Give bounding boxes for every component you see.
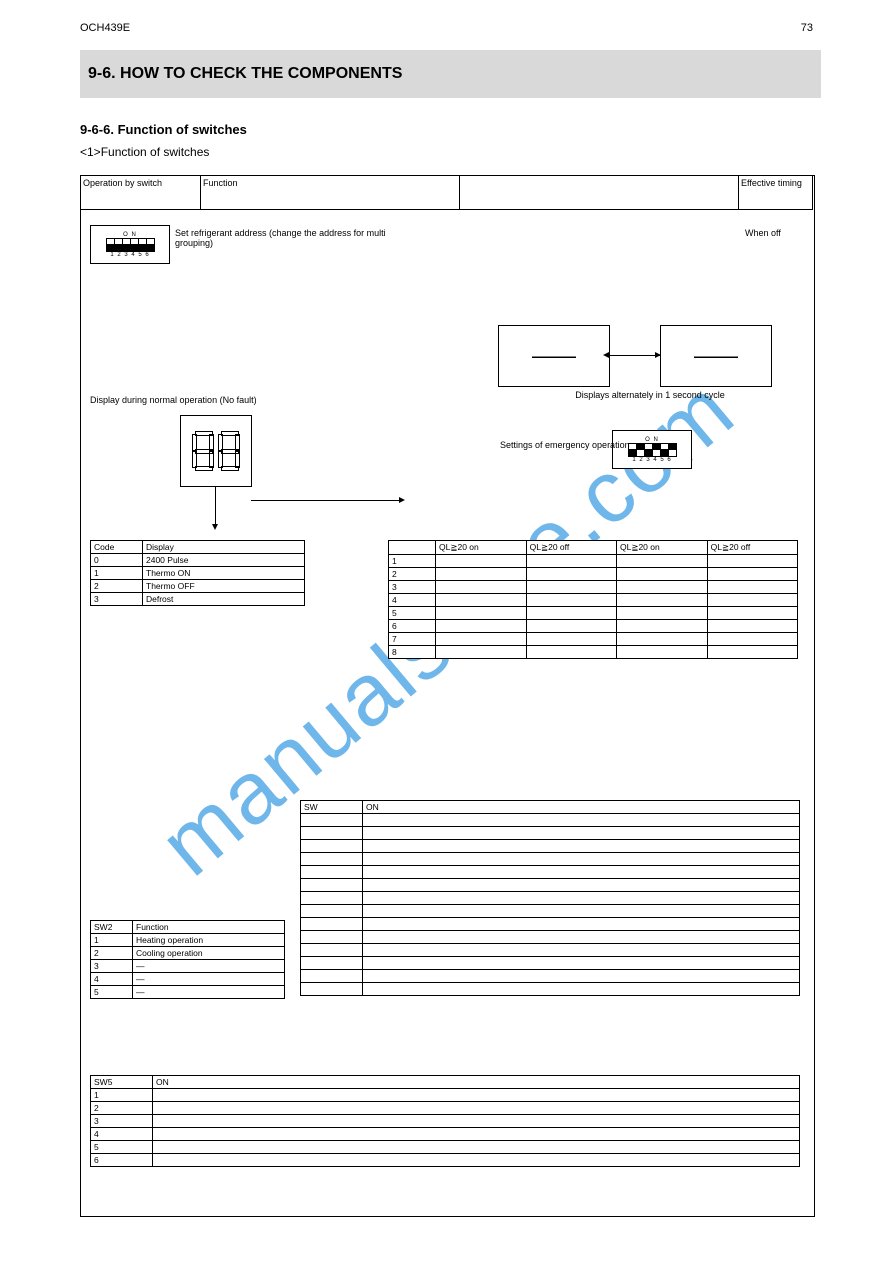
seg-caption: Display during normal operation (No faul… xyxy=(90,395,270,405)
section-header-bar: 9-6. HOW TO CHECK THE COMPONENTS xyxy=(80,50,821,98)
subheading-1: 9-6-6. Function of switches xyxy=(80,122,247,137)
bt-r: 5 xyxy=(91,1141,153,1154)
page-number-right: 73 xyxy=(801,22,813,34)
dash-right: —— xyxy=(694,343,738,369)
sw2-r: — xyxy=(133,986,285,999)
bt-h2: ON xyxy=(153,1076,800,1089)
display-box-right: —— xyxy=(660,325,772,387)
sw2-r: — xyxy=(133,960,285,973)
right-matrix-table: QL≧20 on QL≧20 off QL≧20 on QL≧20 off 1 … xyxy=(388,540,798,659)
section-title: 9-6. HOW TO CHECK THE COMPONENTS xyxy=(88,65,402,83)
sw2-r: Heating operation xyxy=(133,934,285,947)
lc-r: 2 xyxy=(91,580,143,593)
sw2-r: Cooling operation xyxy=(133,947,285,960)
bt-r: 2 xyxy=(91,1102,153,1115)
top-h4: Effective timing xyxy=(738,175,813,210)
lc-r: 2400 Pulse xyxy=(143,554,305,567)
bt-r: 1 xyxy=(91,1089,153,1102)
dip-switch-icon-1: O N 1 2 3 4 5 6 xyxy=(90,225,170,264)
page-number-left: OCH439E xyxy=(80,22,130,34)
rm-h1: QL≧20 on xyxy=(436,541,527,555)
rm-c: 8 xyxy=(389,646,436,659)
seven-seg-box xyxy=(180,415,252,487)
rm-c: 1 xyxy=(389,555,436,568)
rm-h3: QL≧20 on xyxy=(616,541,707,555)
left-codes-table: Code Display 02400 Pulse 1Thermo ON 2The… xyxy=(90,540,305,606)
sw2-r: — xyxy=(133,973,285,986)
lc-r: Defrost xyxy=(143,593,305,606)
dash-left: —— xyxy=(532,343,576,369)
lc-r: 0 xyxy=(91,554,143,567)
rm-c: 7 xyxy=(389,633,436,646)
dip1-eff: When off xyxy=(745,228,781,238)
bt-r: 3 xyxy=(91,1115,153,1128)
display-box-left: —— xyxy=(498,325,610,387)
subheading-2: <1>Function of switches xyxy=(80,145,209,159)
top-h2: Function xyxy=(200,175,460,210)
lc-r: 1 xyxy=(91,567,143,580)
st-h2: ON xyxy=(363,801,800,814)
lc-h1: Code xyxy=(91,541,143,554)
rm-h0 xyxy=(389,541,436,555)
sw2-r: 2 xyxy=(91,947,133,960)
sw2-r: 3 xyxy=(91,960,133,973)
lc-r: Thermo OFF xyxy=(143,580,305,593)
rm-c: 4 xyxy=(389,594,436,607)
rm-c: 3 xyxy=(389,581,436,594)
bottom-table: SW5 ON 1 2 3 4 5 6 xyxy=(90,1075,800,1167)
sw2-r: 4 xyxy=(91,973,133,986)
top-h3 xyxy=(459,175,739,210)
bt-h1: SW5 xyxy=(91,1076,153,1089)
rm-c: 6 xyxy=(389,620,436,633)
display-caption: Displays alternately in 1 second cycle xyxy=(520,390,780,400)
rm-h4: QL≧20 off xyxy=(707,541,797,555)
top-h1: Operation by switch xyxy=(80,175,201,210)
rm-c: 5 xyxy=(389,607,436,620)
dip1-text: Set refrigerant address (change the addr… xyxy=(175,228,395,248)
st-h1: SW xyxy=(301,801,363,814)
sw2-h1: SW2 xyxy=(91,921,133,934)
dip2-caption: Settings of emergency operation xyxy=(500,440,630,450)
state-table: SW ON xyxy=(300,800,800,996)
lc-r: 3 xyxy=(91,593,143,606)
sw2-h2: Function xyxy=(133,921,285,934)
rm-h2: QL≧20 off xyxy=(526,541,616,555)
sw2-r: 5 xyxy=(91,986,133,999)
sw2-r: 1 xyxy=(91,934,133,947)
rm-c: 2 xyxy=(389,568,436,581)
lc-r: Thermo ON xyxy=(143,567,305,580)
sw2-table: SW2 Function 1Heating operation 2Cooling… xyxy=(90,920,285,999)
bt-r: 4 xyxy=(91,1128,153,1141)
bt-r: 6 xyxy=(91,1154,153,1167)
lc-h2: Display xyxy=(143,541,305,554)
